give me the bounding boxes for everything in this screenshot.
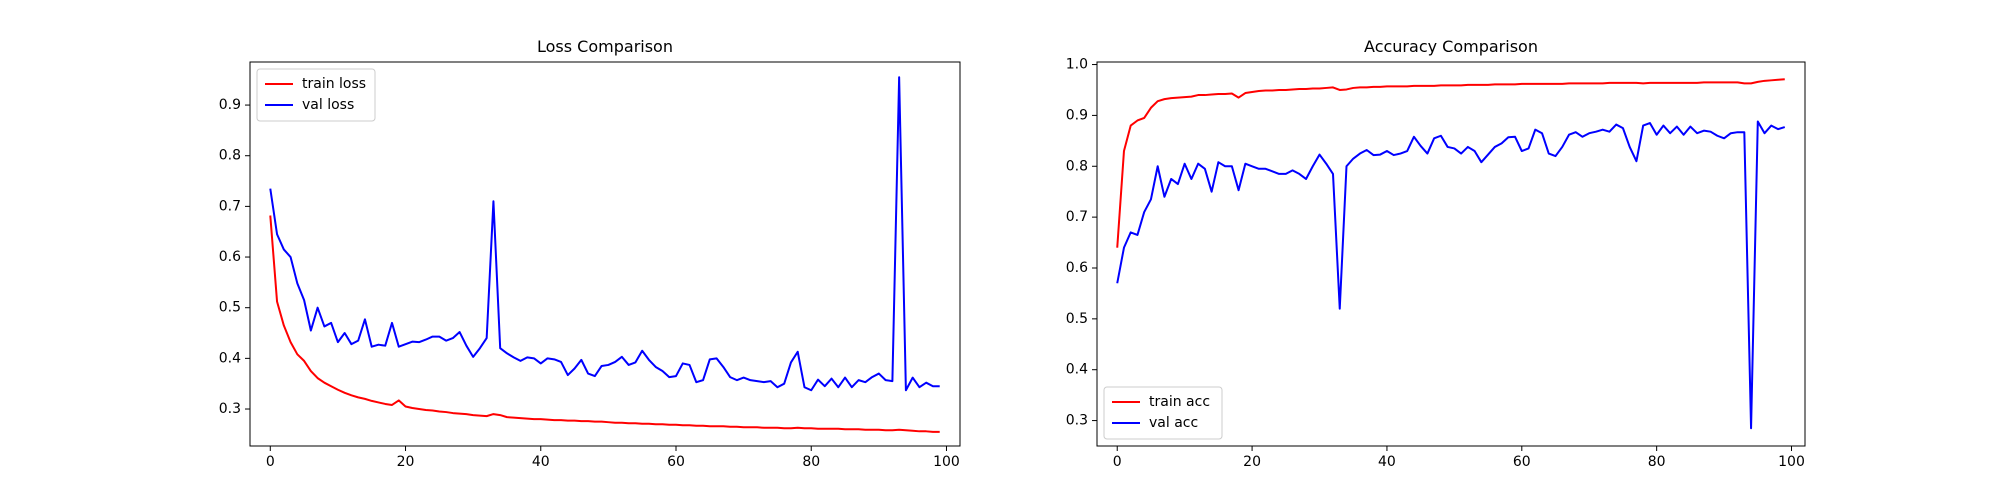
y-tick-label: 0.3 (1066, 413, 1088, 429)
y-tick-label: 0.7 (1066, 209, 1088, 225)
x-tick-label: 60 (667, 454, 685, 470)
y-tick-label: 0.9 (1066, 107, 1088, 123)
x-tick-label: 100 (1778, 454, 1805, 470)
legend: train acc val acc (1103, 386, 1223, 440)
axes-frame (1096, 61, 1806, 447)
y-tick-label: 0.6 (219, 249, 241, 265)
y-axis-ticks: 0.3 0.4 0.5 0.6 0.7 0.8 0.9 (219, 97, 250, 417)
x-tick-label: 60 (1513, 454, 1531, 470)
y-tick-label: 0.4 (1066, 362, 1088, 378)
y-tick-label: 0.5 (1066, 311, 1088, 327)
legend-label: train acc (1149, 394, 1210, 410)
legend-entry-train-loss: train loss (265, 76, 366, 92)
legend-label: val loss (302, 97, 354, 113)
y-axis-ticks: 0.3 0.4 0.5 0.6 0.7 0.8 0.9 1.0 (1066, 57, 1097, 429)
x-tick-label: 20 (1243, 454, 1261, 470)
x-tick-label: 100 (933, 454, 960, 470)
x-tick-label: 40 (532, 454, 550, 470)
series-line-train-loss (269, 215, 940, 433)
y-tick-label: 0.9 (219, 97, 241, 113)
x-axis-ticks: 0 20 40 60 80 100 (1113, 446, 1805, 470)
series-line-val-loss (269, 76, 940, 392)
chart-title: Loss Comparison (537, 37, 673, 56)
legend-box (256, 68, 376, 122)
y-tick-label: 0.6 (1066, 260, 1088, 276)
series-layer (269, 76, 940, 433)
y-tick-label: 0.4 (219, 350, 241, 366)
x-tick-label: 0 (266, 454, 275, 470)
y-tick-label: 0.7 (219, 198, 241, 214)
y-tick-label: 1.0 (1066, 57, 1088, 73)
series-layer (1116, 78, 1786, 430)
x-axis-ticks: 0 20 40 60 80 100 (266, 446, 960, 470)
x-tick-label: 80 (802, 454, 820, 470)
x-tick-label: 80 (1648, 454, 1666, 470)
legend-label: train loss (302, 76, 366, 92)
x-tick-label: 20 (397, 454, 415, 470)
x-tick-label: 0 (1113, 454, 1122, 470)
y-tick-label: 0.3 (219, 401, 241, 417)
y-tick-label: 0.5 (219, 300, 241, 316)
legend-entry-train-acc: train acc (1112, 394, 1210, 410)
legend-entry-val-loss: val loss (265, 97, 354, 113)
accuracy-comparison-chart: Accuracy Comparison 0 20 40 60 80 100 0.30.40… (1066, 37, 1806, 470)
series-line-train-acc (1116, 78, 1785, 248)
y-tick-label: 0.8 (219, 148, 241, 164)
legend-box (1103, 386, 1223, 440)
y-tick-label: 0.8 (1066, 158, 1088, 174)
legend-label: val acc (1149, 415, 1198, 431)
legend: train loss val loss (256, 68, 376, 122)
legend-entry-val-acc: val acc (1112, 415, 1198, 431)
series-line-val-acc (1116, 120, 1786, 430)
x-tick-label: 40 (1378, 454, 1396, 470)
chart-title: Accuracy Comparison (1364, 37, 1538, 56)
axes-frame (249, 61, 961, 447)
loss-comparison-chart: Loss Comparison 0 20 40 60 80 100 0.30.40.50.… (219, 37, 961, 470)
